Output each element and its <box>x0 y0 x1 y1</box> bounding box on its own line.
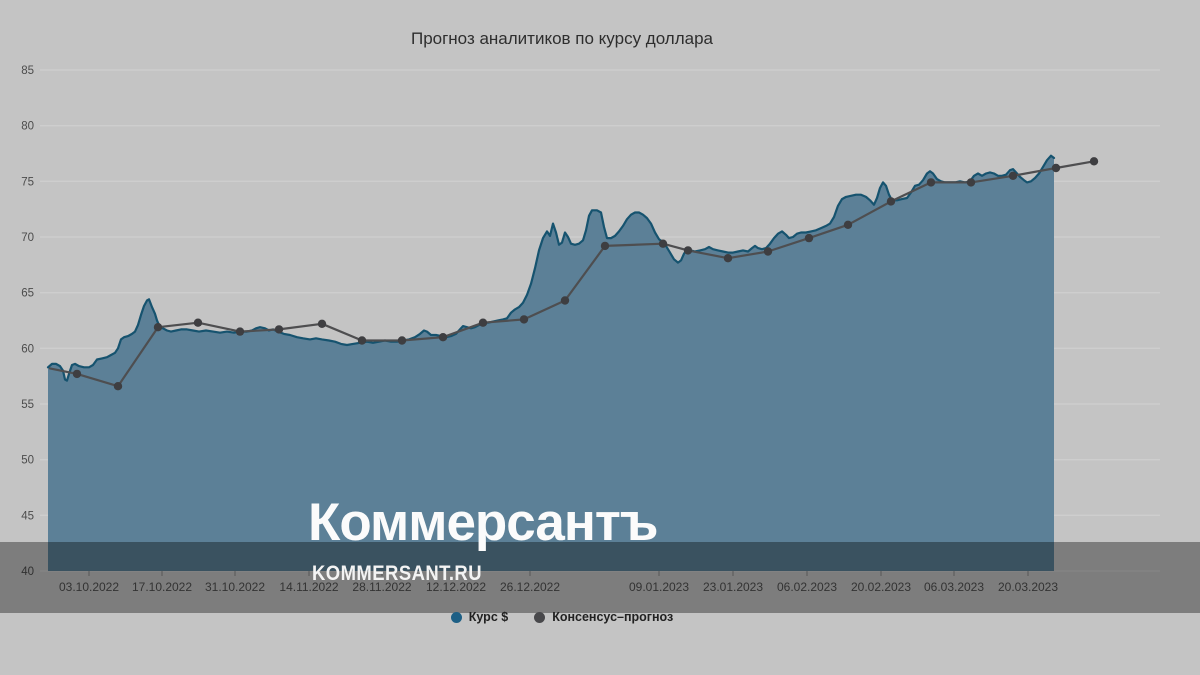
consensus-point-17 <box>763 247 773 256</box>
y-tick-label-65: 65 <box>21 288 34 300</box>
y-tick-label-70: 70 <box>21 232 34 244</box>
consensus-point-9 <box>438 333 448 342</box>
y-tick-label-40: 40 <box>21 566 34 578</box>
consensus-point-11 <box>519 315 529 324</box>
consensus-point-14 <box>658 239 668 248</box>
y-tick-label-45: 45 <box>21 510 34 522</box>
y-tick-label-75: 75 <box>21 176 34 188</box>
consensus-point-10 <box>478 318 488 327</box>
y-tick-label-60: 60 <box>21 343 34 355</box>
usd-rate-area <box>48 155 1054 571</box>
chart-legend: Курс $ Консенсус–прогноз <box>0 610 1124 624</box>
consensus-point-12 <box>560 296 570 305</box>
y-tick-label-80: 80 <box>21 121 34 133</box>
consensus-point-3 <box>193 318 203 327</box>
consensus-dot-icon <box>534 611 546 623</box>
consensus-point-5 <box>274 325 284 334</box>
y-tick-label-85: 85 <box>21 65 34 77</box>
kommersant-logo: Коммерсантъ <box>308 493 658 552</box>
consensus-point-21 <box>926 178 936 187</box>
consensus-point-8 <box>397 336 407 345</box>
consensus-point-7 <box>357 336 367 345</box>
consensus-point-6 <box>317 319 327 328</box>
chart-title: Прогноз аналитиков по курсу доллара <box>410 29 714 48</box>
consensus-point-4 <box>235 327 245 336</box>
consensus-point-1 <box>113 382 123 391</box>
consensus-point-0 <box>72 369 82 379</box>
legend-label-consensus: Консенсус–прогноз <box>552 610 674 624</box>
consensus-point-23 <box>1008 171 1018 180</box>
watermark-band <box>0 542 1200 613</box>
consensus-point-2 <box>153 323 163 332</box>
consensus-point-20 <box>886 197 896 206</box>
usd-rate-dot-icon <box>450 611 462 623</box>
consensus-point-25 <box>1089 157 1099 166</box>
legend-item-consensus: Консенсус–прогноз <box>534 610 673 624</box>
consensus-point-13 <box>600 241 610 251</box>
kommersant-url: KOMMERSANT.RU <box>312 562 482 585</box>
consensus-point-22 <box>966 178 976 187</box>
legend-item-usd-rate: Курс $ <box>450 610 509 624</box>
consensus-point-24 <box>1051 163 1061 173</box>
y-tick-label-55: 55 <box>21 399 34 411</box>
y-tick-label-50: 50 <box>21 455 34 467</box>
consensus-point-19 <box>843 220 853 229</box>
consensus-point-15 <box>683 246 693 255</box>
consensus-point-18 <box>804 233 814 243</box>
consensus-point-16 <box>723 254 733 263</box>
legend-label-usd-rate: Курс $ <box>468 610 509 624</box>
